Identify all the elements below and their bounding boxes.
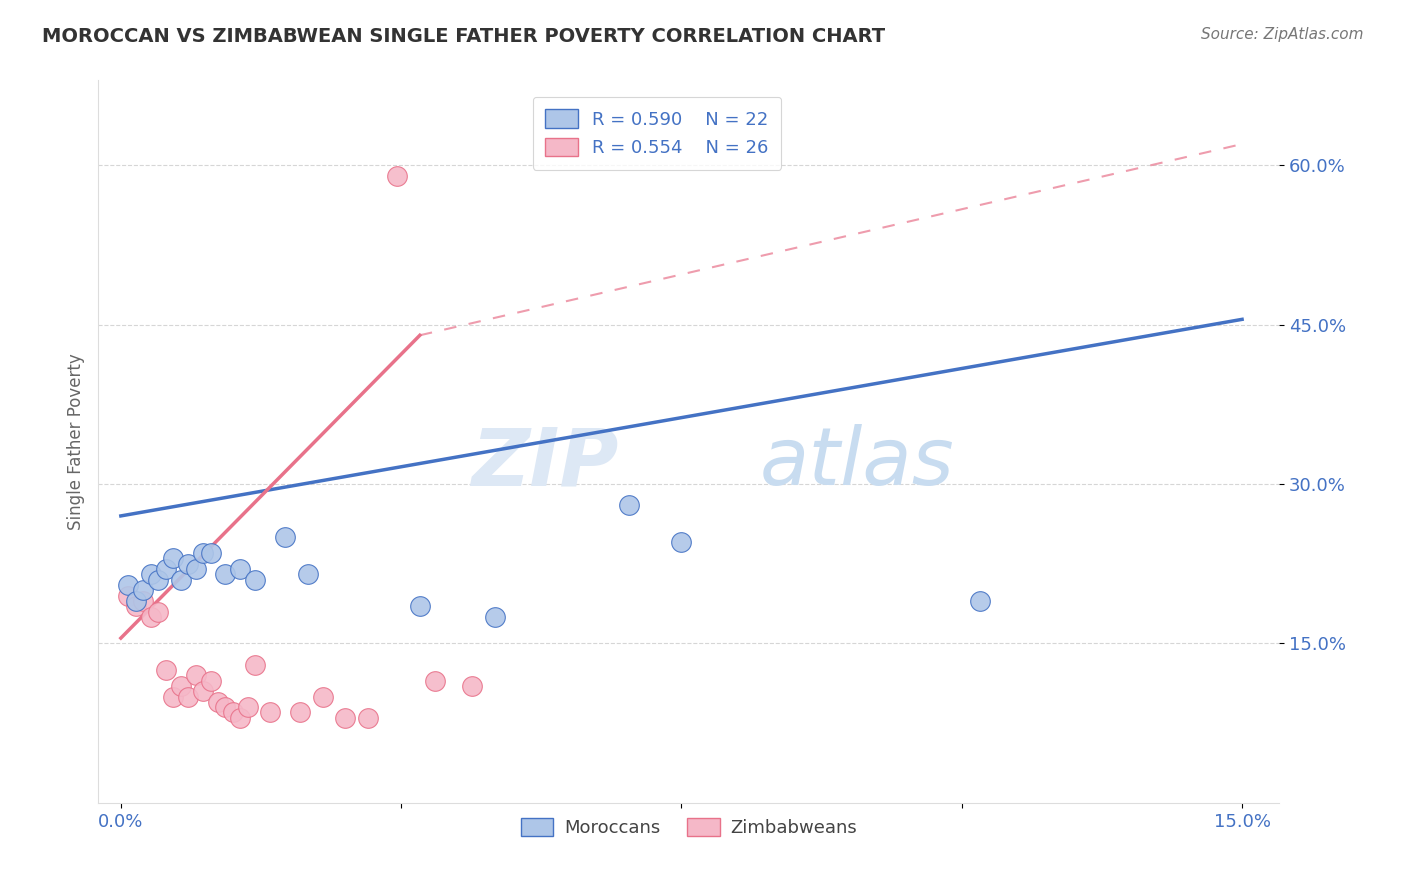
- Point: [222, 706, 245, 720]
- Point: [207, 695, 229, 709]
- Point: [245, 657, 267, 672]
- Text: Source: ZipAtlas.com: Source: ZipAtlas.com: [1201, 27, 1364, 42]
- Point: [155, 562, 177, 576]
- Point: [671, 535, 693, 549]
- Point: [617, 498, 640, 512]
- Point: [290, 706, 312, 720]
- Point: [139, 567, 162, 582]
- Point: [333, 711, 356, 725]
- Point: [139, 610, 162, 624]
- Point: [311, 690, 333, 704]
- Point: [169, 573, 191, 587]
- Point: [214, 700, 236, 714]
- Point: [461, 679, 484, 693]
- Point: [148, 605, 170, 619]
- Text: MOROCCAN VS ZIMBABWEAN SINGLE FATHER POVERTY CORRELATION CHART: MOROCCAN VS ZIMBABWEAN SINGLE FATHER POV…: [42, 27, 886, 45]
- Point: [191, 684, 214, 698]
- Point: [229, 562, 252, 576]
- Point: [236, 700, 259, 714]
- Point: [177, 557, 200, 571]
- Y-axis label: Single Father Poverty: Single Father Poverty: [66, 353, 84, 530]
- Point: [162, 690, 184, 704]
- Point: [387, 169, 409, 183]
- Point: [484, 610, 506, 624]
- Legend: Moroccans, Zimbabweans: Moroccans, Zimbabweans: [513, 811, 865, 845]
- Point: [184, 668, 207, 682]
- Point: [177, 690, 200, 704]
- Point: [132, 583, 155, 598]
- Point: [969, 594, 991, 608]
- Point: [155, 663, 177, 677]
- Point: [148, 573, 170, 587]
- Point: [259, 706, 281, 720]
- Point: [191, 546, 214, 560]
- Point: [245, 573, 267, 587]
- Point: [184, 562, 207, 576]
- Point: [125, 594, 148, 608]
- Point: [162, 551, 184, 566]
- Point: [356, 711, 378, 725]
- Point: [274, 530, 297, 544]
- Point: [169, 679, 191, 693]
- Text: ZIP: ZIP: [471, 425, 619, 502]
- Point: [200, 546, 222, 560]
- Text: atlas: atlas: [759, 425, 955, 502]
- Point: [117, 578, 139, 592]
- Point: [423, 673, 446, 688]
- Point: [117, 589, 139, 603]
- Point: [229, 711, 252, 725]
- Point: [125, 599, 148, 614]
- Point: [214, 567, 236, 582]
- Point: [409, 599, 432, 614]
- Point: [297, 567, 319, 582]
- Point: [132, 594, 155, 608]
- Point: [200, 673, 222, 688]
